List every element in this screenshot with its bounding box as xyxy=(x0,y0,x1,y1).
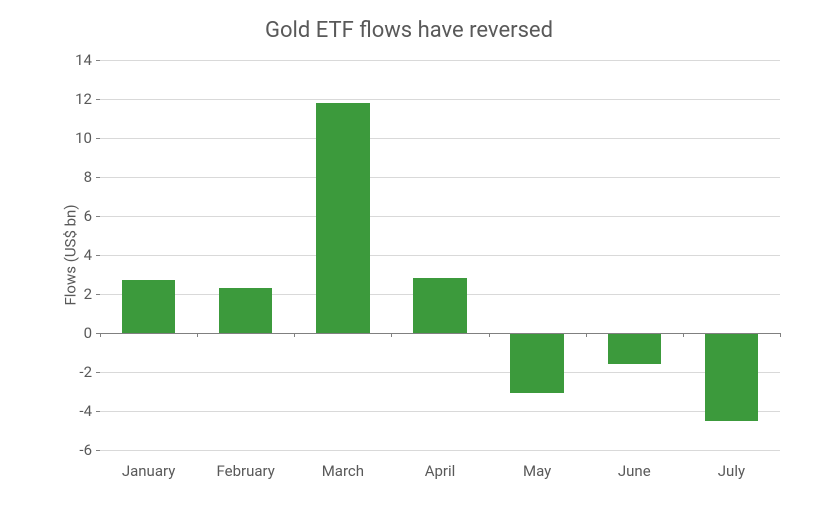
x-tick-mark xyxy=(100,333,101,337)
bar xyxy=(705,333,758,421)
gridline xyxy=(100,99,780,100)
y-tick-mark xyxy=(96,411,100,412)
zero-axis-line xyxy=(100,333,780,334)
x-tick-label: May xyxy=(523,462,551,480)
chart-title: Gold ETF flows have reversed xyxy=(0,18,818,43)
y-tick-mark xyxy=(96,372,100,373)
x-tick-mark xyxy=(780,333,781,337)
y-tick-mark xyxy=(96,294,100,295)
gridline xyxy=(100,138,780,139)
y-tick-label: -4 xyxy=(52,402,92,420)
x-tick-label: January xyxy=(122,462,175,480)
y-tick-mark xyxy=(96,60,100,61)
y-tick-label: 14 xyxy=(52,51,92,69)
x-tick-mark xyxy=(391,333,392,337)
x-tick-mark xyxy=(683,333,684,337)
y-tick-mark xyxy=(96,99,100,100)
bar xyxy=(122,280,175,333)
y-tick-label: 6 xyxy=(52,207,92,225)
y-tick-label: -2 xyxy=(52,363,92,381)
bar xyxy=(608,333,661,364)
gridline xyxy=(100,255,780,256)
x-tick-mark xyxy=(586,333,587,337)
y-tick-mark xyxy=(96,450,100,451)
gridline xyxy=(100,450,780,451)
y-tick-label: 0 xyxy=(52,324,92,342)
y-tick-mark xyxy=(96,255,100,256)
bar xyxy=(316,103,369,333)
chart-container: Gold ETF flows have reversed Flows (US$ … xyxy=(0,0,818,510)
y-tick-label: 4 xyxy=(52,246,92,264)
gridline xyxy=(100,372,780,373)
x-tick-label: July xyxy=(718,462,745,480)
y-tick-mark xyxy=(96,138,100,139)
y-tick-label: 2 xyxy=(52,285,92,303)
x-tick-label: March xyxy=(322,462,364,480)
x-tick-label: June xyxy=(618,462,651,480)
gridline xyxy=(100,411,780,412)
y-tick-label: 10 xyxy=(52,129,92,147)
gridline xyxy=(100,216,780,217)
y-tick-label: 12 xyxy=(52,90,92,108)
y-tick-mark xyxy=(96,177,100,178)
x-tick-label: February xyxy=(217,462,275,480)
y-tick-mark xyxy=(96,216,100,217)
bar xyxy=(413,278,466,333)
bar xyxy=(219,288,272,333)
gridline xyxy=(100,60,780,61)
x-tick-mark xyxy=(197,333,198,337)
y-tick-label: 8 xyxy=(52,168,92,186)
gridline xyxy=(100,177,780,178)
y-tick-label: -6 xyxy=(52,441,92,459)
x-tick-label: April xyxy=(425,462,456,480)
x-tick-mark xyxy=(294,333,295,337)
x-tick-mark xyxy=(489,333,490,337)
bar xyxy=(510,333,563,393)
